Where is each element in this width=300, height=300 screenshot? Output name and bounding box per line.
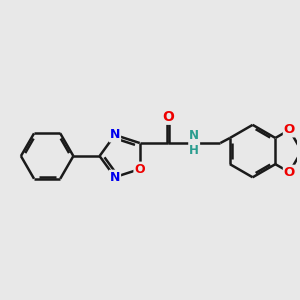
Text: N
H: N H (189, 129, 199, 157)
Text: N: N (110, 128, 120, 142)
Text: O: O (162, 110, 174, 124)
Text: O: O (284, 123, 295, 136)
Text: O: O (284, 166, 295, 179)
Text: O: O (134, 163, 145, 176)
Text: N: N (110, 171, 120, 184)
